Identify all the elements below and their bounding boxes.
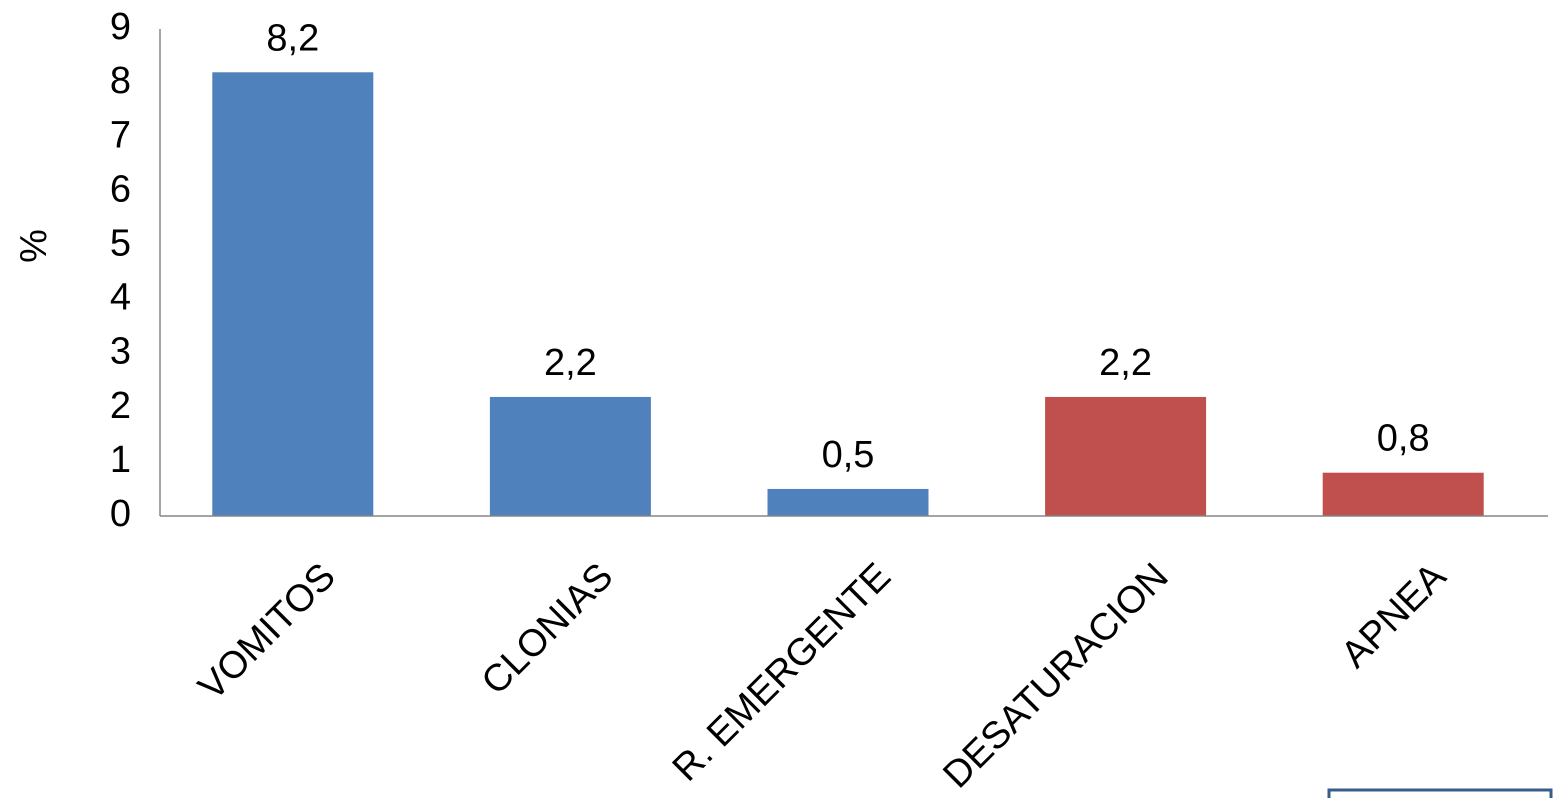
category-label: R. EMERGENTE bbox=[665, 555, 899, 789]
bar bbox=[489, 396, 651, 516]
bar bbox=[1045, 396, 1207, 516]
y-tick-label: 3 bbox=[110, 331, 131, 373]
bar bbox=[212, 72, 374, 517]
bar-data-label: 8,2 bbox=[266, 17, 319, 59]
data-labels: 8,2 2,2 0,5 2,2 0,8 bbox=[266, 17, 1429, 476]
bar bbox=[767, 488, 929, 516]
y-tick-label: 7 bbox=[110, 114, 131, 156]
y-tick-label: 0 bbox=[110, 493, 131, 535]
y-tick-label: 8 bbox=[110, 60, 131, 102]
category-label: VOMITOS bbox=[191, 555, 344, 708]
category-label: APNEA bbox=[1333, 555, 1454, 676]
y-axis-title: % bbox=[13, 229, 55, 263]
bar bbox=[1322, 472, 1484, 516]
bar-data-label: 0,5 bbox=[822, 434, 875, 476]
corner-frame bbox=[1327, 788, 1553, 798]
category-labels: VOMITOS CLONIAS R. EMERGENTE DESATURACION AP… bbox=[191, 555, 1455, 797]
y-tick-label: 2 bbox=[110, 385, 131, 427]
y-tick-label: 4 bbox=[110, 277, 131, 319]
y-tick-label: 9 bbox=[110, 6, 131, 48]
y-axis-ticks: 0 1 2 3 4 5 6 7 8 9 bbox=[110, 6, 131, 535]
bar-data-label: 2,2 bbox=[544, 342, 597, 384]
bar-data-label: 2,2 bbox=[1099, 342, 1152, 384]
category-label: DESATURACION bbox=[935, 555, 1176, 796]
y-tick-label: 5 bbox=[110, 222, 131, 264]
bar-data-label: 0,8 bbox=[1377, 418, 1430, 460]
category-label: CLONIAS bbox=[474, 555, 622, 703]
y-tick-label: 1 bbox=[110, 439, 131, 481]
y-tick-label: 6 bbox=[110, 168, 131, 210]
bars bbox=[212, 72, 1484, 517]
